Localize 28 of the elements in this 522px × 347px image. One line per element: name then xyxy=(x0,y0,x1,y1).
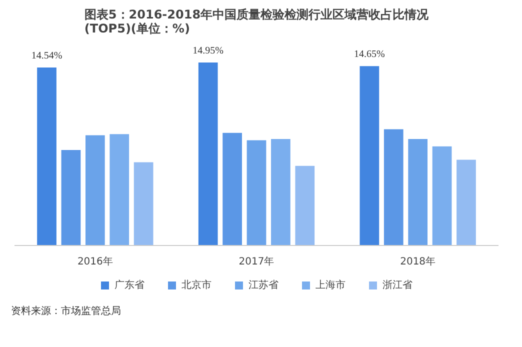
bar xyxy=(110,134,130,246)
bar xyxy=(198,62,218,246)
bar xyxy=(246,140,266,246)
x-tick-label: 2016年 xyxy=(77,256,113,268)
legend-label: 浙江省 xyxy=(382,278,412,292)
bar xyxy=(384,129,404,246)
bar xyxy=(456,160,476,246)
bar xyxy=(408,138,428,246)
x-tick-label: 2017年 xyxy=(238,256,274,268)
chart-title: 图表5：2016-2018年中国质量检验检测行业区域营收占比情况 (TOP5)(单位：%) xyxy=(84,8,430,36)
bar xyxy=(271,138,290,246)
bar xyxy=(295,166,315,246)
bar xyxy=(134,162,154,246)
legend-label: 广东省 xyxy=(114,278,144,292)
bar xyxy=(360,66,380,246)
legend-label: 江苏省 xyxy=(248,278,278,292)
bar xyxy=(37,67,56,246)
bar xyxy=(222,132,242,246)
data-label: 14.54% xyxy=(31,50,62,62)
bar xyxy=(432,146,452,246)
x-tick-label: 2018年 xyxy=(400,256,436,268)
bar xyxy=(85,135,105,246)
legend-label: 上海市 xyxy=(316,278,346,292)
data-label: 14.95% xyxy=(192,45,224,56)
bar xyxy=(61,150,81,246)
text: 资料来源：市场监管总局 xyxy=(11,305,121,319)
data-label: 14.65% xyxy=(354,49,385,60)
legend-label: 北京市 xyxy=(182,278,212,292)
